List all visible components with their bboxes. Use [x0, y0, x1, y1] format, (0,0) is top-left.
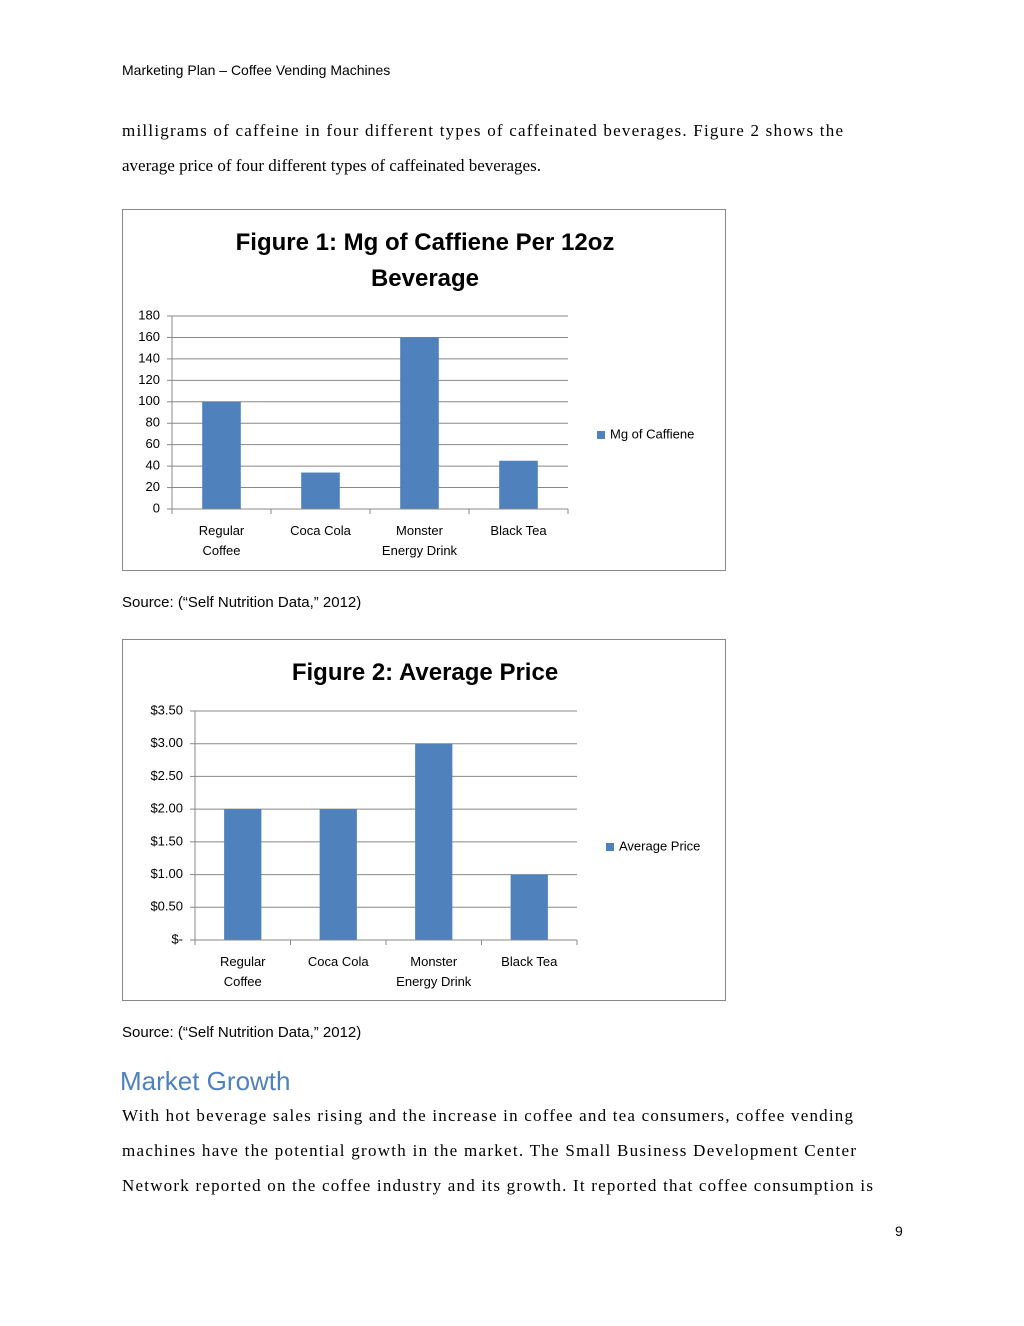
section-heading: Market Growth — [120, 1066, 291, 1096]
y-tick-label: $0.50 — [150, 899, 183, 914]
chart: Figure 2: Average Price $- $0.50 $1.00 $1.50… — [122, 639, 726, 1001]
legend-swatch — [597, 431, 605, 439]
y-tick-label: $1.00 — [150, 866, 183, 881]
page-number: 9 — [895, 1223, 903, 1239]
y-tick-label: 160 — [138, 329, 160, 344]
chart-title-box: Figure 1: Mg of Caffiene Per 12oz Bevera… — [235, 229, 615, 292]
body-line: With hot beverage sales rising and the i… — [122, 1106, 854, 1125]
body-line: machines have the potential growth in th… — [122, 1141, 856, 1160]
bar — [510, 874, 548, 940]
x-tick-label: Black Tea — [490, 523, 547, 538]
section-text: With hot beverage sales rising and the i… — [122, 1106, 873, 1195]
bar — [415, 743, 453, 940]
chart-title-box: Figure 2: Average Price — [291, 659, 559, 686]
y-tick-label: $3.50 — [150, 702, 183, 717]
body-line: Network reported on the coffee industry … — [122, 1176, 873, 1195]
bar — [319, 809, 357, 940]
y-tick-label: $2.00 — [150, 801, 183, 816]
y-tick-label: 20 — [146, 479, 160, 494]
y-tick-label: 0 — [153, 500, 160, 515]
chart-title: Figure 1: Mg of Caffiene Per 12oz Bevera… — [235, 229, 615, 292]
legend-label: Average Price — [619, 838, 700, 853]
running-header: Marketing Plan – Coffee Vending Machines — [122, 62, 391, 78]
x-tick-label-box: Regular Coffee — [198, 523, 245, 558]
bar — [400, 337, 439, 509]
x-tick-label-box: Monster Energy Drink — [381, 523, 458, 558]
x-tick-label: Monster Energy Drink — [396, 954, 472, 989]
chart: Figure 1: Mg of Caffiene Per 12oz Bevera… — [122, 209, 726, 571]
x-tick-label-box: Black Tea — [490, 523, 547, 538]
y-tick-label: 40 — [146, 458, 160, 473]
intro-line: average price of four different types of… — [122, 156, 541, 175]
x-tick-label: Monster Energy Drink — [381, 523, 458, 558]
x-tick-label: Regular Coffee — [219, 954, 266, 989]
y-tick-label: $- — [171, 931, 183, 946]
y-tick-label: 120 — [138, 372, 160, 387]
x-tick-label: Coca Cola — [290, 523, 351, 538]
source: Source: (“Self Nutrition Data,” 2012) — [122, 1024, 362, 1041]
legend-swatch — [606, 843, 614, 851]
y-tick-label: 60 — [146, 436, 160, 451]
y-tick-label: 140 — [138, 350, 160, 365]
y-tick-label: $1.50 — [150, 833, 183, 848]
x-tick-label-box: Black Tea — [501, 954, 558, 969]
bar — [224, 809, 262, 940]
x-tick-label-box: Coca Cola — [290, 523, 351, 538]
y-tick-label: $3.00 — [150, 735, 183, 750]
legend-label: Mg of Caffiene — [610, 426, 694, 441]
x-tick-label-box: Monster Energy Drink — [396, 954, 472, 989]
x-tick-label: Regular Coffee — [198, 523, 245, 558]
bar — [499, 460, 538, 509]
source: Source: (“Self Nutrition Data,” 2012) — [122, 594, 362, 611]
intro-line: milligrams of caffeine in four different… — [122, 121, 843, 140]
x-tick-label: Coca Cola — [307, 954, 369, 969]
bar — [301, 472, 340, 509]
chart-title: Figure 2: Average Price — [291, 659, 559, 686]
x-tick-label: Black Tea — [501, 954, 558, 969]
bar — [202, 401, 241, 509]
x-tick-label-box: Regular Coffee — [219, 954, 266, 989]
y-tick-label: $2.50 — [150, 768, 183, 783]
y-tick-label: 100 — [138, 393, 160, 408]
y-tick-label: 180 — [138, 307, 160, 322]
x-tick-label-box: Coca Cola — [307, 954, 369, 969]
y-tick-label: 80 — [146, 415, 160, 430]
intro-text: milligrams of caffeine in four different… — [122, 121, 843, 175]
